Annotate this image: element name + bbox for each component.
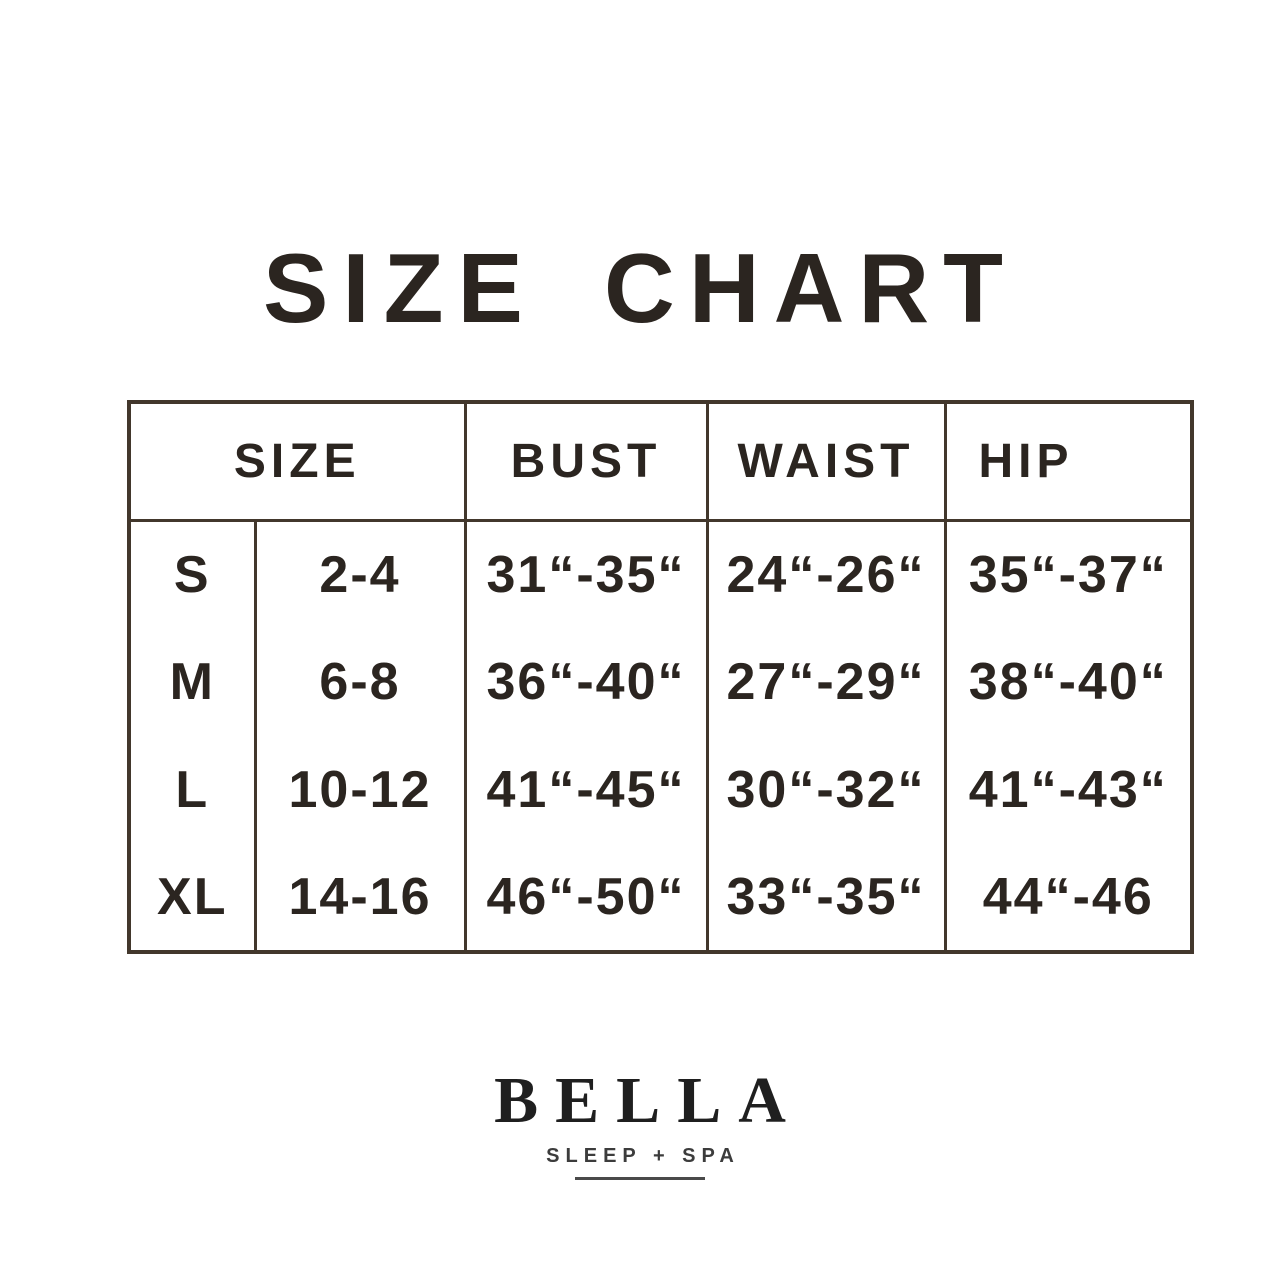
size-chart-table: SIZE BUST WAIST HIP S 2-4 31“-35“ 24“-26… bbox=[127, 400, 1194, 954]
brand-logo: BELLA SLEEP + SPA bbox=[0, 1068, 1280, 1180]
table-row: L 10-12 41“-45“ 30“-32“ 41“-43“ bbox=[127, 736, 1194, 844]
cell-bust: 36“-40“ bbox=[463, 628, 709, 736]
header-waist: WAIST bbox=[705, 400, 947, 522]
cell-size-range: 14-16 bbox=[253, 844, 467, 952]
cell-bust: 41“-45“ bbox=[463, 736, 709, 844]
page-title: SIZE CHART bbox=[263, 233, 1017, 343]
header-bust: BUST bbox=[463, 400, 709, 522]
cell-hip: 35“-37“ bbox=[943, 520, 1194, 628]
cell-waist: 27“-29“ bbox=[705, 628, 947, 736]
header-hip: HIP bbox=[943, 400, 1194, 522]
cell-waist: 33“-35“ bbox=[705, 844, 947, 952]
cell-hip: 38“-40“ bbox=[943, 628, 1194, 736]
brand-name: BELLA bbox=[494, 1064, 803, 1137]
table-header-row: SIZE BUST WAIST HIP bbox=[127, 400, 1194, 522]
cell-size-label: M bbox=[127, 628, 257, 736]
cell-size-label: S bbox=[127, 520, 257, 628]
brand-tagline: SLEEP + SPA bbox=[546, 1145, 740, 1167]
cell-size-label: L bbox=[127, 736, 257, 844]
cell-waist: 30“-32“ bbox=[705, 736, 947, 844]
cell-hip: 44“-46 bbox=[943, 844, 1194, 952]
table-row: S 2-4 31“-35“ 24“-26“ 35“-37“ bbox=[127, 520, 1194, 628]
header-size: SIZE bbox=[127, 400, 467, 522]
cell-waist: 24“-26“ bbox=[705, 520, 947, 628]
table-row: M 6-8 36“-40“ 27“-29“ 38“-40“ bbox=[127, 628, 1194, 736]
cell-bust: 31“-35“ bbox=[463, 520, 709, 628]
cell-size-label: XL bbox=[127, 844, 257, 952]
cell-size-range: 2-4 bbox=[253, 520, 467, 628]
cell-size-range: 10-12 bbox=[253, 736, 467, 844]
cell-bust: 46“-50“ bbox=[463, 844, 709, 952]
logo-underline bbox=[575, 1177, 705, 1180]
cell-hip: 41“-43“ bbox=[943, 736, 1194, 844]
table-row: XL 14-16 46“-50“ 33“-35“ 44“-46 bbox=[127, 844, 1194, 952]
cell-size-range: 6-8 bbox=[253, 628, 467, 736]
